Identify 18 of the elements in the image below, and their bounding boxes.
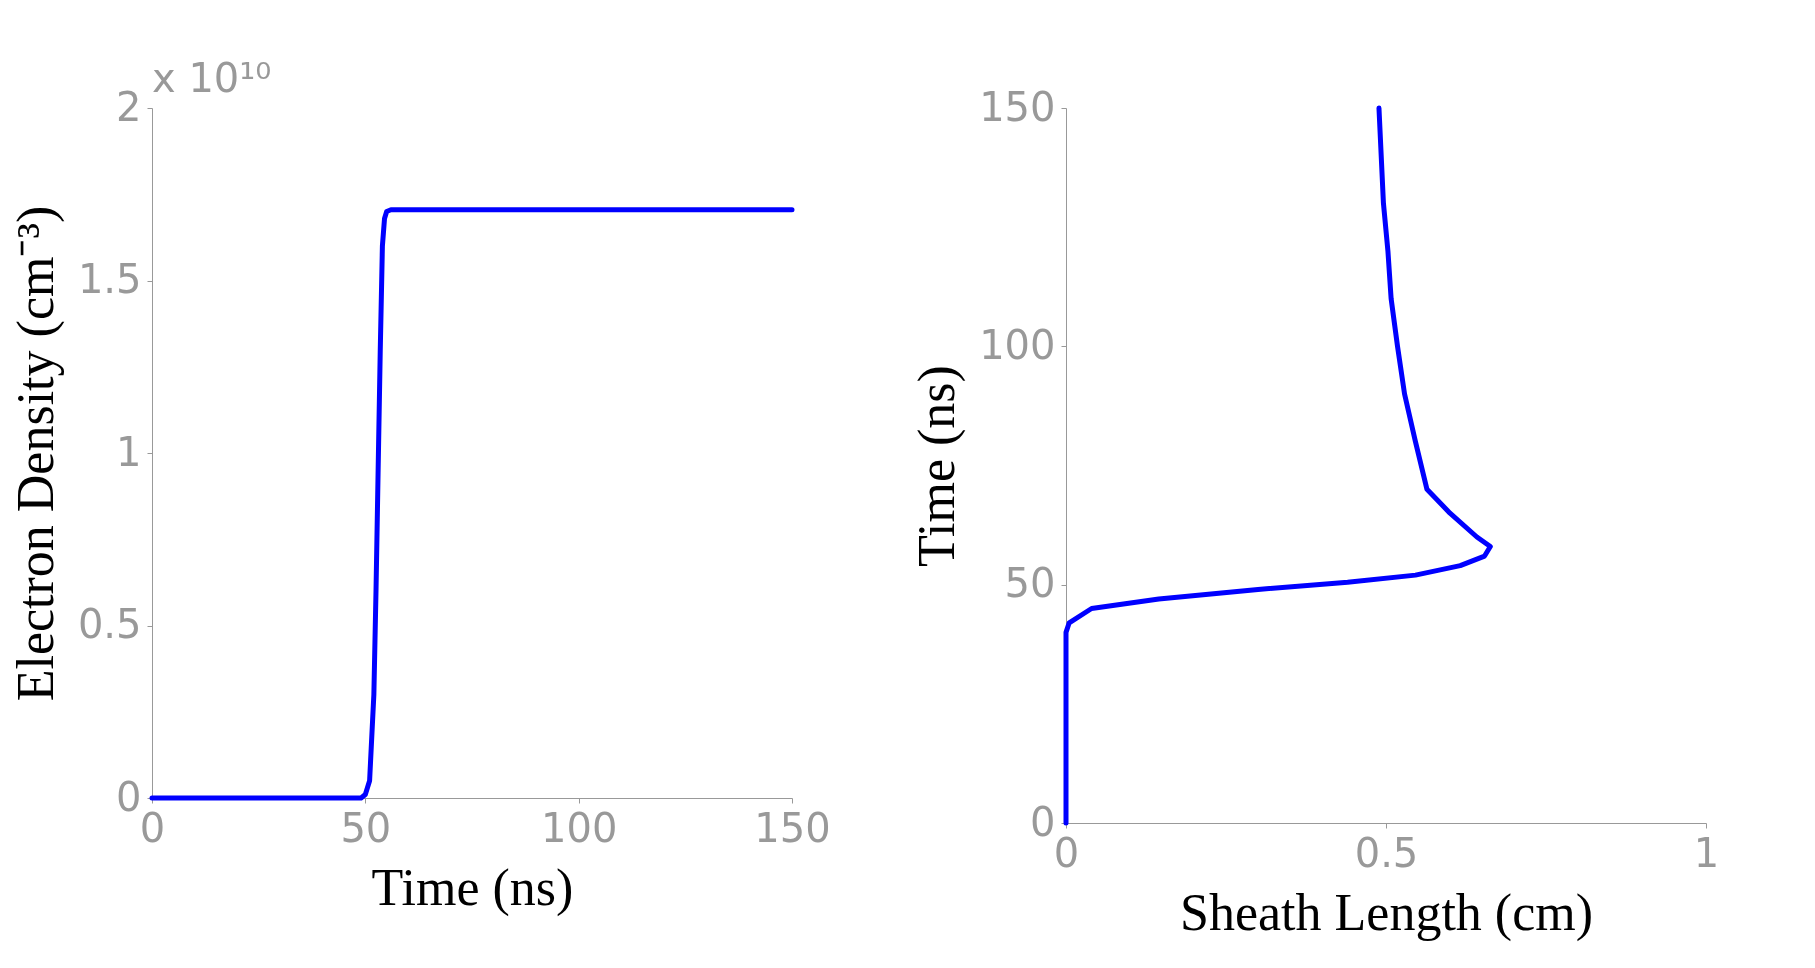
y-tick-label: 50 [1004,560,1056,607]
x-tick-label: 50 [340,804,392,851]
y-tick-label: 0.5 [77,601,142,647]
x-tick-label: 0.5 [1354,829,1419,876]
y-axis-title: Time (ns) [908,365,967,567]
text: x 10¹⁰ [152,55,272,101]
y-tick-label: 100 [979,321,1056,368]
x-axis-title: Time (ns) [371,858,574,917]
x-tick-label: 100 [540,804,618,851]
x-tick-label: 150 [754,804,831,851]
x-axis-title: Sheath Length (cm) [1180,883,1593,942]
y-tick-label: 150 [979,83,1056,130]
x-tick-label: 1 [1693,829,1720,876]
y-tick-label: 2 [116,83,142,130]
y-tick-label: 0 [116,773,142,820]
y-tick-label: 1.5 [77,256,142,302]
y-axis-title: Electron Density (cm⁻³) [6,205,65,702]
y-tick-label: 1 [116,428,142,475]
